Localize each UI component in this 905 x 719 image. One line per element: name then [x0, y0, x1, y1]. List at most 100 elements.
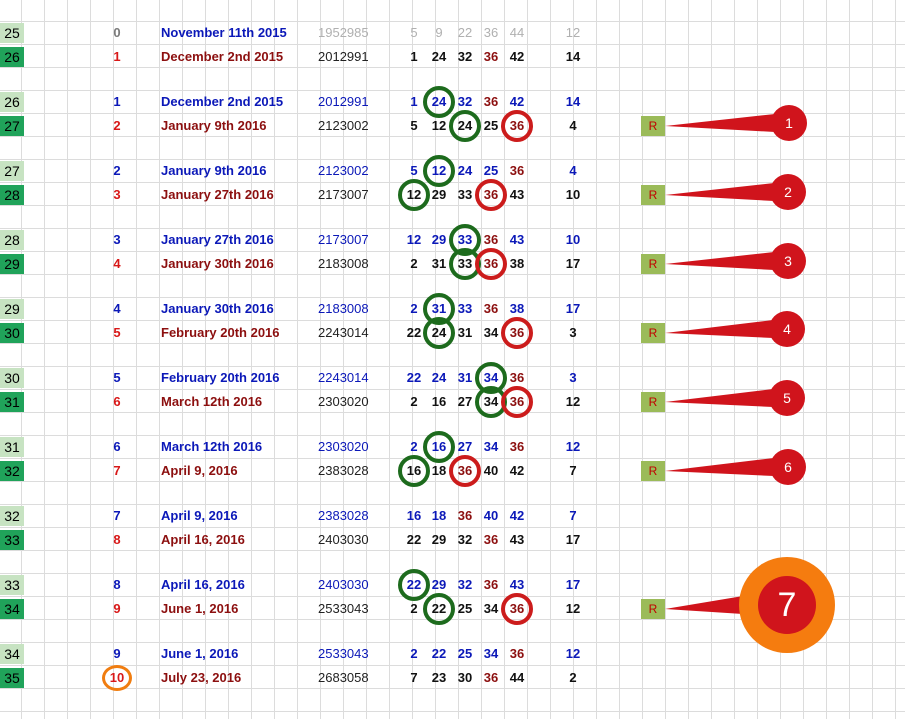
draw-date-cell[interactable]: January 27th 2016: [161, 187, 274, 202]
drawn-number-cell[interactable]: 5: [410, 25, 418, 40]
draw-date-cell[interactable]: July 23, 2016: [161, 670, 242, 685]
draw-code-cell[interactable]: 2303020: [318, 394, 369, 409]
drawn-number-cell[interactable]: 2: [410, 601, 418, 616]
draw-counter-cell[interactable]: 0: [113, 25, 121, 40]
draw-code-cell[interactable]: 1952985: [318, 25, 369, 40]
row-index-cell[interactable]: 27: [0, 161, 24, 181]
draw-counter-cell[interactable]: 1: [113, 49, 121, 64]
draw-date-cell[interactable]: March 12th 2016: [161, 439, 263, 454]
draw-date-cell[interactable]: June 1, 2016: [161, 646, 239, 661]
draw-counter-cell[interactable]: 9: [113, 601, 121, 616]
drawn-number-cell[interactable]: 36: [483, 301, 499, 316]
drawn-number-cell[interactable]: 29: [431, 532, 447, 547]
bonus-number-cell[interactable]: 17: [565, 301, 581, 316]
drawn-number-cell[interactable]: 18: [431, 508, 447, 523]
drawn-number-cell[interactable]: 43: [509, 232, 525, 247]
row-index-cell[interactable]: 29: [0, 299, 24, 319]
drawn-number-cell[interactable]: 9: [435, 25, 443, 40]
row-index-cell[interactable]: 29: [0, 254, 24, 274]
row-index-cell[interactable]: 32: [0, 461, 24, 481]
drawn-number-cell[interactable]: 22: [406, 325, 422, 340]
drawn-number-cell[interactable]: 29: [431, 577, 447, 592]
row-index-cell[interactable]: 33: [0, 530, 24, 550]
drawn-number-cell[interactable]: 32: [457, 94, 473, 109]
drawn-number-cell[interactable]: 34: [483, 601, 499, 616]
row-index-cell[interactable]: 25: [0, 23, 24, 43]
drawn-number-cell[interactable]: 42: [509, 463, 525, 478]
draw-code-cell[interactable]: 2243014: [318, 370, 369, 385]
drawn-number-cell[interactable]: 33: [457, 301, 473, 316]
bonus-number-cell[interactable]: 7: [569, 463, 577, 478]
draw-code-cell[interactable]: 2243014: [318, 325, 369, 340]
bonus-number-cell[interactable]: 17: [565, 256, 581, 271]
drawn-number-cell[interactable]: 25: [483, 118, 499, 133]
row-index-cell[interactable]: 30: [0, 323, 24, 343]
draw-code-cell[interactable]: 2533043: [318, 646, 369, 661]
draw-counter-cell[interactable]: 9: [113, 646, 121, 661]
bonus-number-cell[interactable]: 10: [565, 187, 581, 202]
drawn-number-cell[interactable]: 7: [410, 670, 418, 685]
drawn-number-cell[interactable]: 16: [431, 394, 447, 409]
bonus-number-cell[interactable]: 10: [565, 232, 581, 247]
draw-date-cell[interactable]: November 11th 2015: [161, 25, 287, 40]
drawn-number-cell[interactable]: 22: [406, 532, 422, 547]
row-index-cell[interactable]: 26: [0, 92, 24, 112]
bonus-number-cell[interactable]: 17: [565, 532, 581, 547]
drawn-number-cell[interactable]: 31: [457, 325, 473, 340]
draw-counter-cell[interactable]: 7: [113, 508, 121, 523]
drawn-number-cell[interactable]: 43: [509, 532, 525, 547]
drawn-number-cell[interactable]: 36: [509, 163, 525, 178]
row-index-cell[interactable]: 27: [0, 116, 24, 136]
bonus-number-cell[interactable]: 14: [565, 49, 581, 64]
drawn-number-cell[interactable]: 36: [483, 532, 499, 547]
draw-date-cell[interactable]: January 9th 2016: [161, 118, 267, 133]
draw-code-cell[interactable]: 2173007: [318, 187, 369, 202]
r-marker-cell[interactable]: R: [641, 323, 665, 343]
draw-code-cell[interactable]: 2383028: [318, 508, 369, 523]
draw-counter-cell[interactable]: 5: [113, 325, 121, 340]
drawn-number-cell[interactable]: 31: [457, 370, 473, 385]
bonus-number-cell[interactable]: 17: [565, 577, 581, 592]
draw-counter-cell[interactable]: 8: [113, 532, 121, 547]
drawn-number-cell[interactable]: 1: [410, 94, 418, 109]
drawn-number-cell[interactable]: 42: [509, 508, 525, 523]
drawn-number-cell[interactable]: 42: [509, 49, 525, 64]
draw-date-cell[interactable]: March 12th 2016: [161, 394, 263, 409]
draw-code-cell[interactable]: 2533043: [318, 601, 369, 616]
drawn-number-cell[interactable]: 22: [406, 370, 422, 385]
r-marker-cell[interactable]: R: [641, 461, 665, 481]
drawn-number-cell[interactable]: 2: [410, 301, 418, 316]
drawn-number-cell[interactable]: 25: [457, 646, 473, 661]
draw-counter-cell[interactable]: 2: [113, 163, 121, 178]
drawn-number-cell[interactable]: 2: [410, 256, 418, 271]
row-index-cell[interactable]: 30: [0, 368, 24, 388]
draw-date-cell[interactable]: January 27th 2016: [161, 232, 274, 247]
draw-counter-cell[interactable]: 8: [113, 577, 121, 592]
bonus-number-cell[interactable]: 12: [565, 646, 581, 661]
draw-code-cell[interactable]: 2383028: [318, 463, 369, 478]
drawn-number-cell[interactable]: 38: [509, 256, 525, 271]
drawn-number-cell[interactable]: 27: [457, 439, 473, 454]
drawn-number-cell[interactable]: 44: [509, 670, 525, 685]
row-index-cell[interactable]: 26: [0, 47, 24, 67]
r-marker-cell[interactable]: R: [641, 254, 665, 274]
row-index-cell[interactable]: 28: [0, 185, 24, 205]
drawn-number-cell[interactable]: 12: [431, 118, 447, 133]
drawn-number-cell[interactable]: 36: [483, 25, 499, 40]
row-index-cell[interactable]: 32: [0, 506, 24, 526]
drawn-number-cell[interactable]: 40: [483, 463, 499, 478]
draw-code-cell[interactable]: 2012991: [318, 49, 369, 64]
drawn-number-cell[interactable]: 24: [457, 163, 473, 178]
drawn-number-cell[interactable]: 22: [457, 25, 473, 40]
row-index-cell[interactable]: 31: [0, 392, 24, 412]
draw-counter-cell[interactable]: 2: [113, 118, 121, 133]
drawn-number-cell[interactable]: 32: [457, 49, 473, 64]
drawn-number-cell[interactable]: 2: [410, 646, 418, 661]
draw-counter-cell[interactable]: 3: [113, 232, 121, 247]
bonus-number-cell[interactable]: 14: [565, 94, 581, 109]
drawn-number-cell[interactable]: 25: [483, 163, 499, 178]
drawn-number-cell[interactable]: 5: [410, 118, 418, 133]
drawn-number-cell[interactable]: 36: [509, 646, 525, 661]
row-index-cell[interactable]: 31: [0, 437, 24, 457]
draw-date-cell[interactable]: April 16, 2016: [161, 532, 245, 547]
